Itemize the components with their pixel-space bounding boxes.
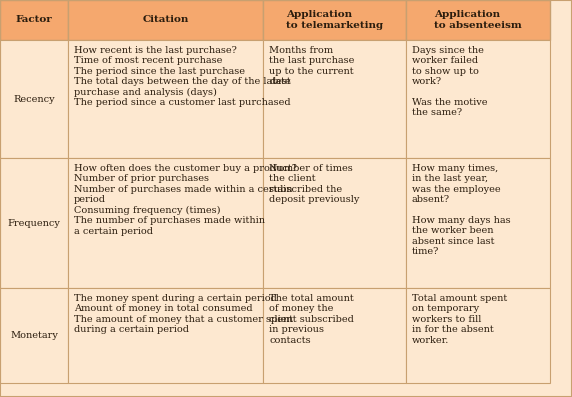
Text: Total amount spent
on temporary
workers to fill
in for the absent
worker.: Total amount spent on temporary workers … bbox=[412, 294, 507, 345]
Text: Recency: Recency bbox=[13, 94, 55, 104]
Bar bbox=[406, 158, 550, 288]
Text: The total amount
of money the
client subscribed
in previous
contacts: The total amount of money the client sub… bbox=[269, 294, 354, 345]
Text: Application
to telemarketing: Application to telemarketing bbox=[286, 10, 383, 30]
Bar bbox=[0, 288, 68, 383]
Text: How many times,
in the last year,
was the employee
absent?

How many days has
th: How many times, in the last year, was th… bbox=[412, 164, 511, 256]
Text: Number of times
the client
subscribed the
deposit previously: Number of times the client subscribed th… bbox=[269, 164, 359, 204]
Bar bbox=[406, 288, 550, 383]
Text: Citation: Citation bbox=[142, 15, 189, 25]
Bar bbox=[68, 40, 263, 158]
Text: Application
to absenteeism: Application to absenteeism bbox=[434, 10, 522, 30]
Bar bbox=[0, 40, 68, 158]
Text: How often does the customer buy a product?
Number of prior purchases
Number of p: How often does the customer buy a produc… bbox=[74, 164, 297, 235]
Bar bbox=[263, 158, 406, 288]
Text: Days since the
worker failed
to show up to
work?

Was the motive
the same?: Days since the worker failed to show up … bbox=[412, 46, 487, 118]
Bar bbox=[68, 0, 263, 40]
Bar bbox=[0, 158, 68, 288]
Text: Months from
the last purchase
up to the current
date: Months from the last purchase up to the … bbox=[269, 46, 355, 86]
Text: The money spent during a certain period
Amount of money in total consumed
The am: The money spent during a certain period … bbox=[74, 294, 293, 334]
Bar bbox=[406, 40, 550, 158]
Bar bbox=[263, 40, 406, 158]
Bar bbox=[263, 0, 406, 40]
Text: How recent is the last purchase?
Time of most recent purchase
The period since t: How recent is the last purchase? Time of… bbox=[74, 46, 291, 107]
Bar bbox=[406, 0, 550, 40]
Bar bbox=[68, 288, 263, 383]
Bar bbox=[263, 288, 406, 383]
Bar bbox=[0, 0, 68, 40]
Text: Factor: Factor bbox=[15, 15, 53, 25]
Text: Frequency: Frequency bbox=[7, 218, 61, 227]
Bar bbox=[68, 158, 263, 288]
Text: Monetary: Monetary bbox=[10, 331, 58, 340]
